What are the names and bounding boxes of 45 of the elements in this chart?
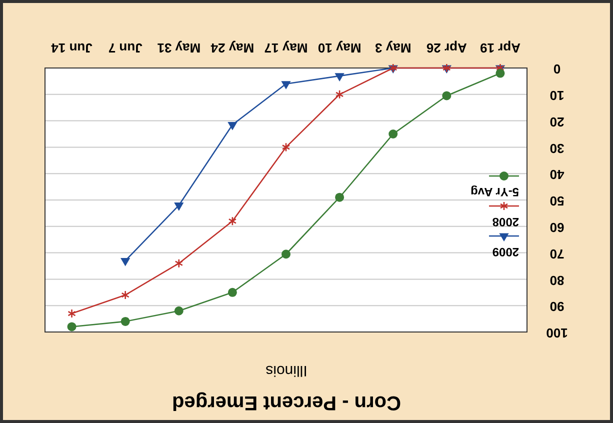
y-tick-label: 30 xyxy=(550,140,564,156)
legend-label: 2009 xyxy=(492,245,519,259)
point xyxy=(228,122,238,130)
x-tick-label: May 3 xyxy=(375,40,412,56)
x-tick-label: Apr 26 xyxy=(426,40,467,56)
y-tick-label: 100 xyxy=(546,326,568,341)
legend-label: 5-Yr Avg xyxy=(470,185,519,199)
x-tick-label: May 31 xyxy=(157,40,201,56)
y-tick-label: 60 xyxy=(550,220,564,235)
y-tick-label: 70 xyxy=(550,246,564,262)
point xyxy=(228,216,237,226)
x-tick-label: May 17 xyxy=(264,40,308,56)
point xyxy=(496,68,505,78)
text: Illinois xyxy=(266,362,308,380)
y-tick-label: 50 xyxy=(550,194,564,209)
x-tick-label: Apr 19 xyxy=(480,40,520,56)
x-tick-label: May 24 xyxy=(210,40,254,56)
x-tick-label: Jun 14 xyxy=(50,40,92,56)
text: Corn - Percent Emerged xyxy=(172,392,401,414)
point xyxy=(67,322,76,332)
point xyxy=(121,290,130,300)
point xyxy=(68,308,76,318)
point xyxy=(228,288,237,297)
y-tick-label: 80 xyxy=(550,272,564,288)
point xyxy=(174,202,184,211)
y-tick-label: 90 xyxy=(550,299,564,314)
point xyxy=(442,91,452,100)
point xyxy=(334,73,344,82)
x-tick-label: May 10 xyxy=(318,40,362,56)
point xyxy=(335,90,344,100)
y-tick-label: 40 xyxy=(550,167,564,182)
x-tick-label: Jun 7 xyxy=(108,40,142,56)
point xyxy=(174,258,184,268)
y-tick-label: 0 xyxy=(553,62,561,77)
legend-label: 2008 xyxy=(492,215,519,229)
point xyxy=(120,258,130,266)
point xyxy=(335,192,344,202)
point xyxy=(388,130,398,138)
y-tick-label: 20 xyxy=(550,114,564,130)
point xyxy=(174,306,184,316)
point xyxy=(281,81,291,90)
point xyxy=(282,250,290,259)
point xyxy=(282,142,290,152)
point xyxy=(120,316,130,326)
y-tick-label: 10 xyxy=(550,88,564,103)
